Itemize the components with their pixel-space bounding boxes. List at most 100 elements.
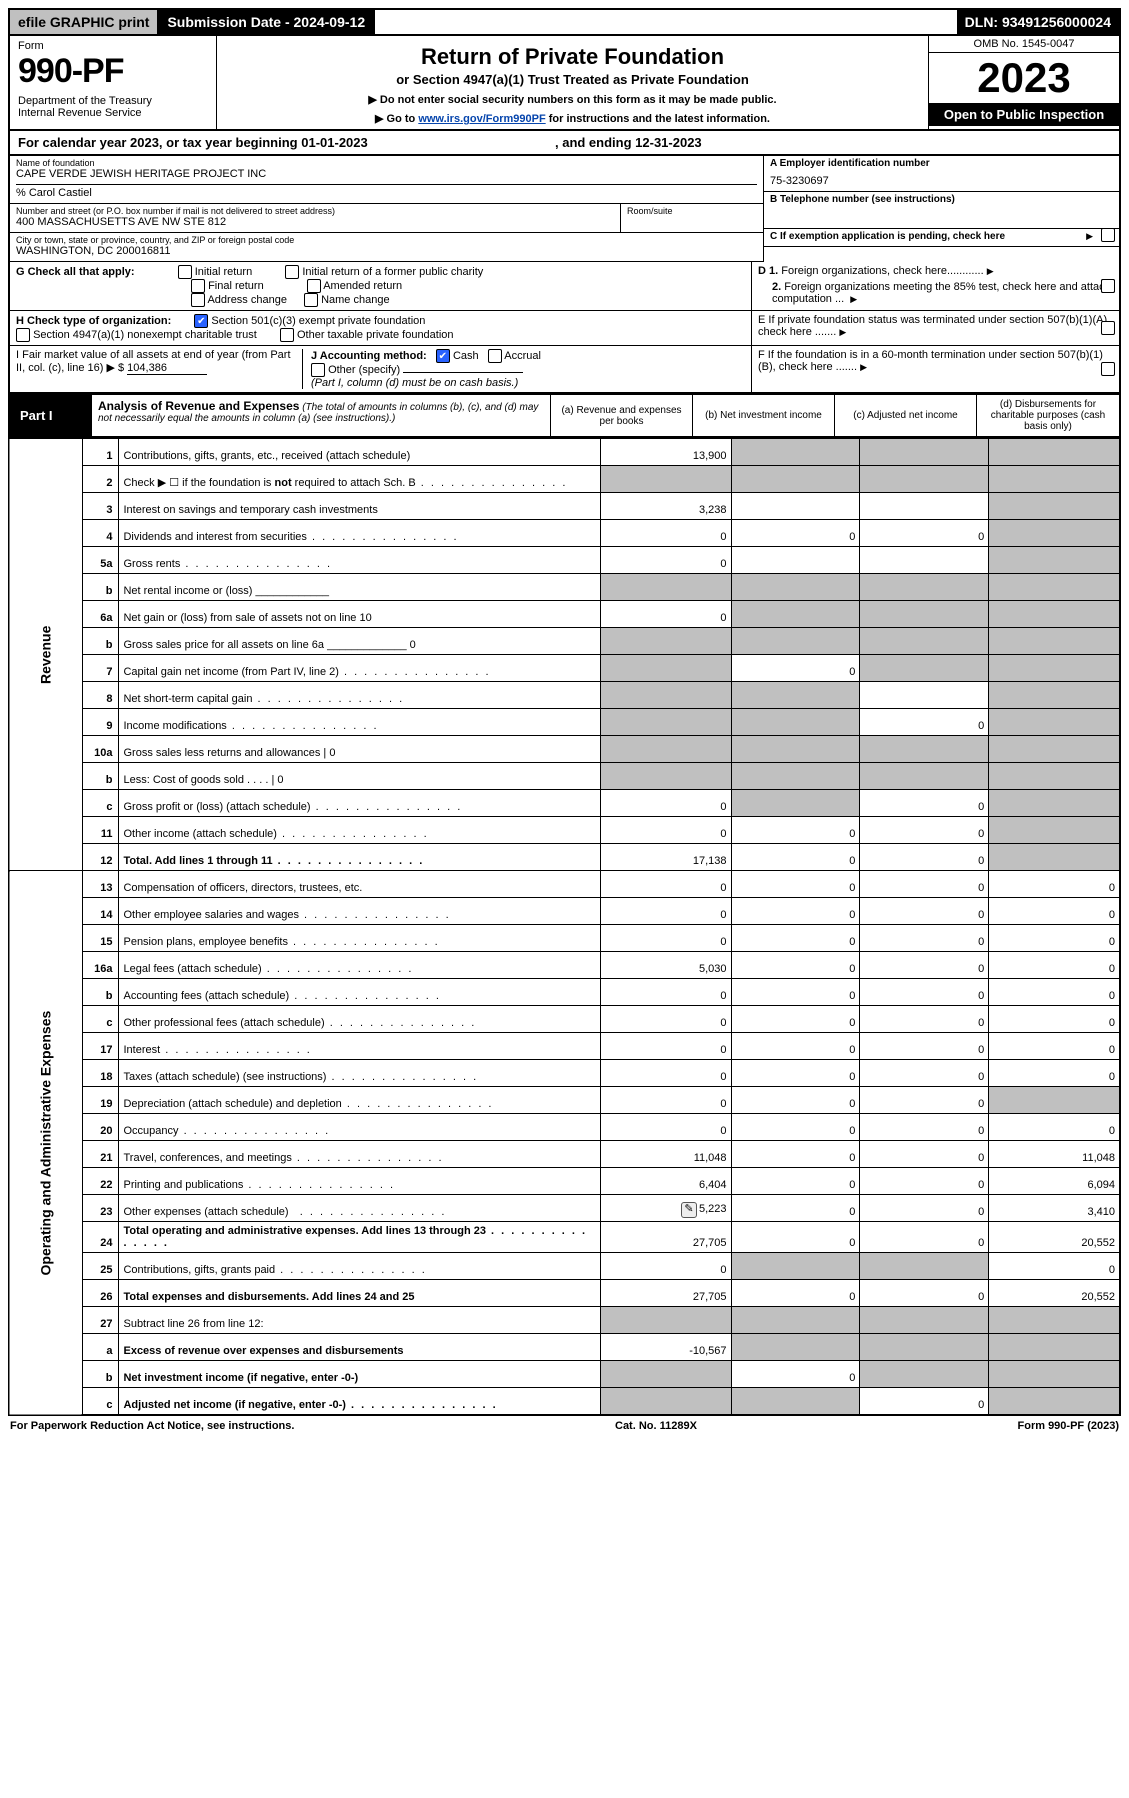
amount-col-d: 6,094 xyxy=(989,1168,1120,1195)
line-description: Accounting fees (attach schedule) xyxy=(119,979,600,1006)
dept-treasury: Department of the Treasury Internal Reve… xyxy=(18,95,208,119)
line-number: 24 xyxy=(83,1222,119,1253)
line-number: 9 xyxy=(83,709,119,736)
amount-col-a: 0 xyxy=(600,1087,731,1114)
amount-col-d xyxy=(989,763,1120,790)
line-number: 2 xyxy=(83,466,119,493)
form-title: Return of Private Foundation xyxy=(225,44,920,70)
amount-col-c: 0 xyxy=(860,817,989,844)
address-row: Number and street (or P.O. box number if… xyxy=(10,204,763,233)
h-4947-checkbox[interactable] xyxy=(16,328,30,342)
line-number: 26 xyxy=(83,1280,119,1307)
j-other-checkbox[interactable] xyxy=(311,363,325,377)
arrow-icon xyxy=(987,265,996,277)
amount-col-d: 0 xyxy=(989,898,1120,925)
line-description: Other employee salaries and wages xyxy=(119,898,600,925)
form-subtitle: or Section 4947(a)(1) Trust Treated as P… xyxy=(225,72,920,87)
amount-col-c: 0 xyxy=(860,1033,989,1060)
line-description: Contributions, gifts, grants paid xyxy=(119,1253,600,1280)
amount-col-a: 3,238 xyxy=(600,493,731,520)
line-description: Printing and publications xyxy=(119,1168,600,1195)
amount-col-b: 0 xyxy=(731,1168,860,1195)
header-note2: ▶ Go to www.irs.gov/Form990PF for instru… xyxy=(225,112,920,125)
amount-col-a xyxy=(600,736,731,763)
amount-col-d: 11,048 xyxy=(989,1141,1120,1168)
amount-col-a: 5,030 xyxy=(600,952,731,979)
table-row: 2Check ▶ ☐ if the foundation is not requ… xyxy=(9,466,1120,493)
table-row: bAccounting fees (attach schedule)0000 xyxy=(9,979,1120,1006)
amount-col-c: 0 xyxy=(860,1114,989,1141)
g-initial-checkbox[interactable] xyxy=(178,265,192,279)
line-description: Other income (attach schedule) xyxy=(119,817,600,844)
amount-col-a: 0 xyxy=(600,898,731,925)
e-checkbox[interactable] xyxy=(1101,321,1115,335)
line-number: 27 xyxy=(83,1307,119,1334)
line-number: 16a xyxy=(83,952,119,979)
form-header: Form 990-PF Department of the Treasury I… xyxy=(8,36,1121,131)
col-a-header: (a) Revenue and expenses per books xyxy=(550,395,692,436)
page-footer: For Paperwork Reduction Act Notice, see … xyxy=(8,1416,1121,1432)
amount-col-d xyxy=(989,574,1120,601)
amount-col-a: 0 xyxy=(600,520,731,547)
amount-col-b: 0 xyxy=(731,1361,860,1388)
line-description: Excess of revenue over expenses and disb… xyxy=(119,1334,600,1361)
amount-col-a: 0 xyxy=(600,1033,731,1060)
line-number: 23 xyxy=(83,1195,119,1222)
amount-col-b: 0 xyxy=(731,520,860,547)
amount-col-a xyxy=(600,1388,731,1416)
table-row: 23Other expenses (attach schedule) ✎5,22… xyxy=(9,1195,1120,1222)
amount-col-c: 0 xyxy=(860,1388,989,1416)
year-begin: 01-01-2023 xyxy=(301,135,368,150)
efile-label: efile GRAPHIC print xyxy=(10,10,159,34)
g-initial-former-checkbox[interactable] xyxy=(285,265,299,279)
identity-block: Name of foundation CAPE VERDE JEWISH HER… xyxy=(8,156,1121,262)
line-description: Contributions, gifts, grants, etc., rece… xyxy=(119,439,600,466)
revenue-side-label: Revenue xyxy=(9,439,83,871)
h-other-checkbox[interactable] xyxy=(280,328,294,342)
amount-col-a xyxy=(600,628,731,655)
amount-col-a: ✎5,223 xyxy=(600,1195,731,1222)
amount-col-c xyxy=(860,682,989,709)
amount-col-d: 0 xyxy=(989,925,1120,952)
row-g-d: G Check all that apply: Initial return I… xyxy=(10,262,1119,311)
j-accrual-checkbox[interactable] xyxy=(488,349,502,363)
footer-left: For Paperwork Reduction Act Notice, see … xyxy=(10,1420,294,1432)
g-amended-checkbox[interactable] xyxy=(307,279,321,293)
amount-col-a xyxy=(600,709,731,736)
amount-col-b: 0 xyxy=(731,817,860,844)
g-address-checkbox[interactable] xyxy=(191,293,205,307)
amount-col-c: 0 xyxy=(860,979,989,1006)
line-description: Other professional fees (attach schedule… xyxy=(119,1006,600,1033)
irs-link[interactable]: www.irs.gov/Form990PF xyxy=(418,113,545,125)
amount-col-d xyxy=(989,655,1120,682)
g-final-checkbox[interactable] xyxy=(191,279,205,293)
h-501c3-checkbox[interactable] xyxy=(194,314,208,328)
amount-col-d xyxy=(989,466,1120,493)
amount-col-b: 0 xyxy=(731,925,860,952)
c-checkbox[interactable] xyxy=(1101,228,1115,242)
line-description: Capital gain net income (from Part IV, l… xyxy=(119,655,600,682)
amount-col-c: 0 xyxy=(860,844,989,871)
amount-col-c xyxy=(860,574,989,601)
line-description: Interest on savings and temporary cash i… xyxy=(119,493,600,520)
d2-checkbox[interactable] xyxy=(1101,279,1115,293)
f-checkbox[interactable] xyxy=(1101,362,1115,376)
line-number: 20 xyxy=(83,1114,119,1141)
amount-col-b xyxy=(731,466,860,493)
line-number: 7 xyxy=(83,655,119,682)
line-number: 21 xyxy=(83,1141,119,1168)
col-d-header: (d) Disbursements for charitable purpose… xyxy=(976,395,1119,436)
g-name-checkbox[interactable] xyxy=(304,293,318,307)
amount-col-b: 0 xyxy=(731,1033,860,1060)
amount-col-b xyxy=(731,1334,860,1361)
j-cash-checkbox[interactable] xyxy=(436,349,450,363)
table-row: 25Contributions, gifts, grants paid00 xyxy=(9,1253,1120,1280)
line-number: 11 xyxy=(83,817,119,844)
arrow-icon xyxy=(1086,231,1095,242)
amount-col-d xyxy=(989,493,1120,520)
amount-col-a: 27,705 xyxy=(600,1222,731,1253)
expand-icon[interactable]: ✎ xyxy=(681,1202,697,1218)
line-number: b xyxy=(83,628,119,655)
header-note1: ▶ Do not enter social security numbers o… xyxy=(225,93,920,106)
year-end: 12-31-2023 xyxy=(635,135,702,150)
